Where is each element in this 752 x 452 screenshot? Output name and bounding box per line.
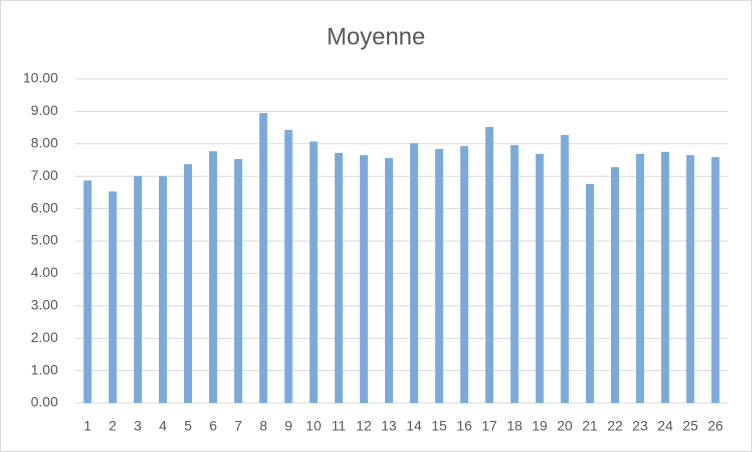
x-tick-label: 20 [557, 418, 573, 434]
y-tick-label: 7.00 [31, 167, 58, 183]
x-tick-label: 15 [431, 418, 447, 434]
bar [158, 176, 167, 403]
x-tick-label: 10 [306, 418, 322, 434]
bar [636, 153, 645, 403]
x-tick-label: 21 [582, 418, 598, 434]
y-tick-label: 6.00 [31, 199, 58, 215]
y-tick-label: 8.00 [31, 135, 58, 151]
y-tick-label: 5.00 [31, 232, 58, 248]
x-tick-label: 13 [381, 418, 397, 434]
bar [535, 153, 544, 403]
bar [610, 167, 619, 403]
bar [184, 164, 193, 403]
bar [711, 157, 720, 403]
bar [334, 152, 343, 403]
y-tick-label: 3.00 [31, 297, 58, 313]
y-tick-label: 0.00 [31, 394, 58, 410]
bar [560, 135, 569, 403]
x-tick-label: 1 [84, 418, 92, 434]
x-tick-label: 18 [507, 418, 523, 434]
bar [359, 155, 368, 403]
x-tick-label: 7 [234, 418, 242, 434]
x-tick-label: 25 [683, 418, 699, 434]
bar [460, 146, 469, 403]
chart-title: Moyenne [327, 23, 426, 50]
x-tick-label: 8 [259, 418, 267, 434]
bar [259, 113, 268, 404]
bar [510, 145, 519, 403]
x-tick-label: 16 [456, 418, 472, 434]
x-tick-label: 24 [657, 418, 673, 434]
bar [309, 141, 318, 404]
x-tick-label: 23 [632, 418, 648, 434]
bar [686, 155, 695, 403]
bar [209, 151, 218, 403]
y-tick-label: 10.00 [23, 70, 58, 86]
bar [133, 176, 142, 403]
x-tick-label: 17 [482, 418, 498, 434]
x-tick-label: 12 [356, 418, 372, 434]
y-tick-label: 2.00 [31, 329, 58, 345]
x-tick-label: 2 [109, 418, 117, 434]
y-tick-label: 9.00 [31, 102, 58, 118]
x-tick-label: 14 [406, 418, 422, 434]
y-tick-label: 1.00 [31, 361, 58, 377]
bar [585, 183, 594, 403]
x-tick-label: 26 [708, 418, 724, 434]
bar [234, 159, 243, 403]
x-tick-label: 9 [285, 418, 293, 434]
x-tick-label: 6 [209, 418, 217, 434]
bar [485, 126, 494, 404]
x-tick-label: 22 [607, 418, 623, 434]
x-tick-label: 11 [331, 418, 346, 434]
bar [284, 129, 293, 404]
bar [108, 191, 117, 403]
x-tick-label: 3 [134, 418, 142, 434]
bar [661, 151, 670, 403]
x-tick-label: 19 [532, 418, 548, 434]
bar [410, 143, 419, 404]
x-tick-label: 4 [159, 418, 167, 434]
bar [435, 148, 444, 403]
bar [83, 180, 92, 403]
y-tick-label: 4.00 [31, 264, 58, 280]
x-tick-label: 5 [184, 418, 192, 434]
bar [384, 158, 393, 403]
